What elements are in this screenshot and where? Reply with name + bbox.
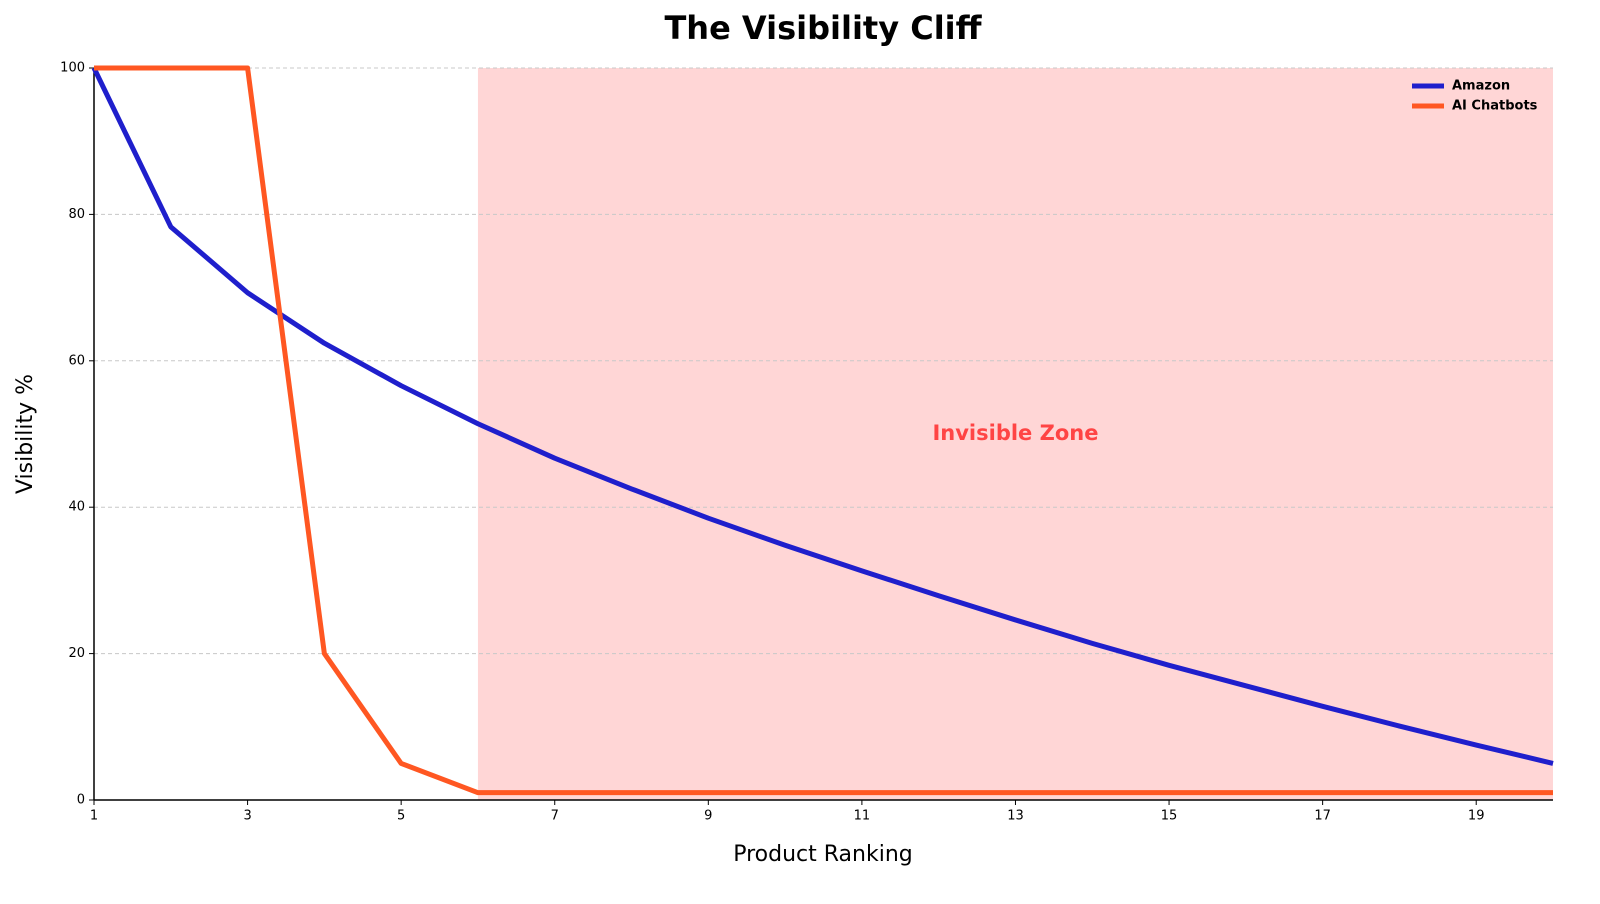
x-axis-label: Product Ranking: [733, 842, 913, 867]
y-tick-label: 80: [68, 207, 85, 222]
shaded-region: [477, 68, 1553, 800]
x-tick-label: 9: [704, 809, 712, 824]
x-tick-label: 1: [90, 809, 98, 824]
x-tick-label: 11: [854, 809, 871, 824]
y-tick-label: 40: [68, 500, 85, 515]
x-tick-label: 13: [1007, 809, 1024, 824]
legend-label: AI Chatbots: [1452, 99, 1538, 114]
annotation: Invisible Zone: [932, 421, 1098, 445]
x-tick-label: 17: [1314, 809, 1331, 824]
series-line: [94, 65, 1553, 796]
x-tick-label: 7: [551, 809, 559, 824]
x-tick-label: 3: [243, 809, 251, 824]
x-tick-label: 19: [1468, 809, 1485, 824]
x-tick-label: 15: [1161, 809, 1178, 824]
x-tick-label: 5: [397, 809, 405, 824]
y-axis-label: Visibility %: [13, 374, 38, 494]
y-tick-label: 60: [68, 353, 85, 368]
series-line: [91, 66, 1554, 766]
legend-label: Amazon: [1452, 79, 1510, 94]
y-tick-label: 20: [68, 646, 85, 661]
y-tick-label: 100: [60, 61, 85, 76]
chart-title: The Visibility Cliff: [664, 9, 982, 47]
y-tick-label: 0: [77, 793, 85, 808]
